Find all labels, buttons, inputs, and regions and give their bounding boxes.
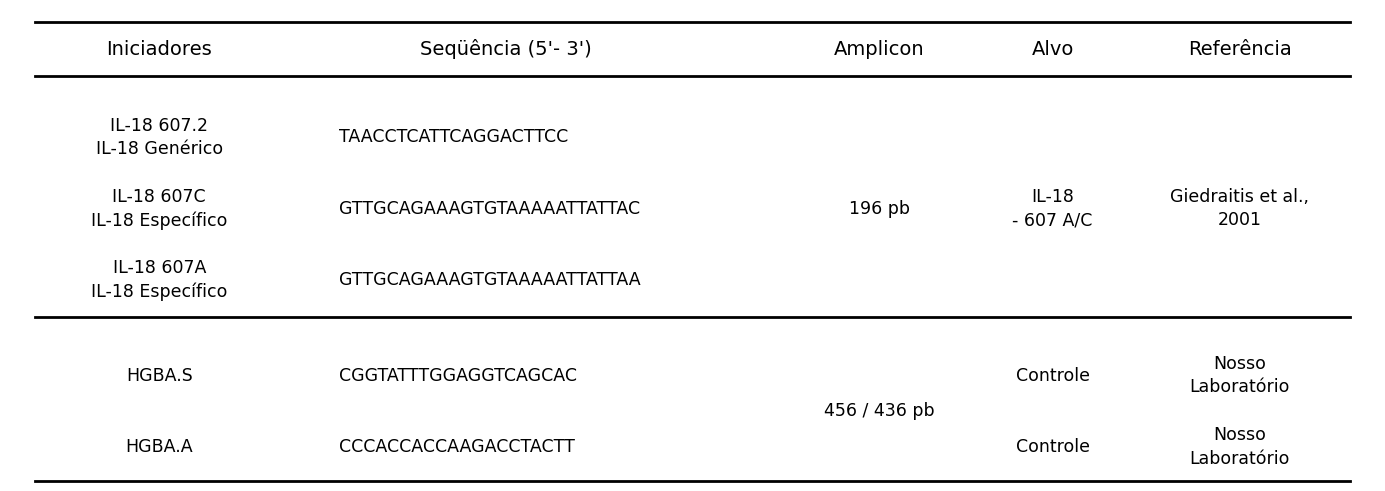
Text: Controle: Controle: [1015, 438, 1090, 456]
Text: HGBA.A: HGBA.A: [126, 438, 193, 456]
Text: IL-18 607C
IL-18 Específico: IL-18 607C IL-18 Específico: [91, 188, 227, 230]
Text: Referência: Referência: [1188, 40, 1291, 58]
Text: GTTGCAGAAAGTGTAAAAATTATTAC: GTTGCAGAAAGTGTAAAAATTATTAC: [339, 200, 640, 218]
Text: 456 / 436 pb: 456 / 436 pb: [824, 402, 935, 420]
Text: IL-18 607A
IL-18 Específico: IL-18 607A IL-18 Específico: [91, 259, 227, 301]
Text: Iniciadores: Iniciadores: [107, 40, 212, 58]
Text: GTTGCAGAAAGTGTAAAAATTATTAA: GTTGCAGAAAGTGTAAAAATTATTAA: [339, 271, 641, 289]
Text: IL-18 607.2
IL-18 Genérico: IL-18 607.2 IL-18 Genérico: [96, 117, 223, 158]
Text: Controle: Controle: [1015, 367, 1090, 384]
Text: Nosso
Laboratório: Nosso Laboratório: [1190, 426, 1289, 467]
Text: Nosso
Laboratório: Nosso Laboratório: [1190, 355, 1289, 396]
Text: Alvo: Alvo: [1032, 40, 1073, 58]
Text: Giedraitis et al.,
2001: Giedraitis et al., 2001: [1170, 188, 1309, 229]
Text: HGBA.S: HGBA.S: [126, 367, 193, 384]
Text: 196 pb: 196 pb: [849, 200, 910, 218]
Text: Seqüência (5'- 3'): Seqüência (5'- 3'): [420, 39, 591, 59]
Text: IL-18
- 607 A/C: IL-18 - 607 A/C: [1012, 188, 1093, 229]
Text: CGGTATTTGGAGGTCAGCAC: CGGTATTTGGAGGTCAGCAC: [339, 367, 578, 384]
Text: CCCACCACCAAGACCTACTT: CCCACCACCAAGACCTACTT: [339, 438, 575, 456]
Text: TAACCTCATTCAGGACTTCC: TAACCTCATTCAGGACTTCC: [339, 129, 569, 146]
Text: Amplicon: Amplicon: [834, 40, 925, 58]
